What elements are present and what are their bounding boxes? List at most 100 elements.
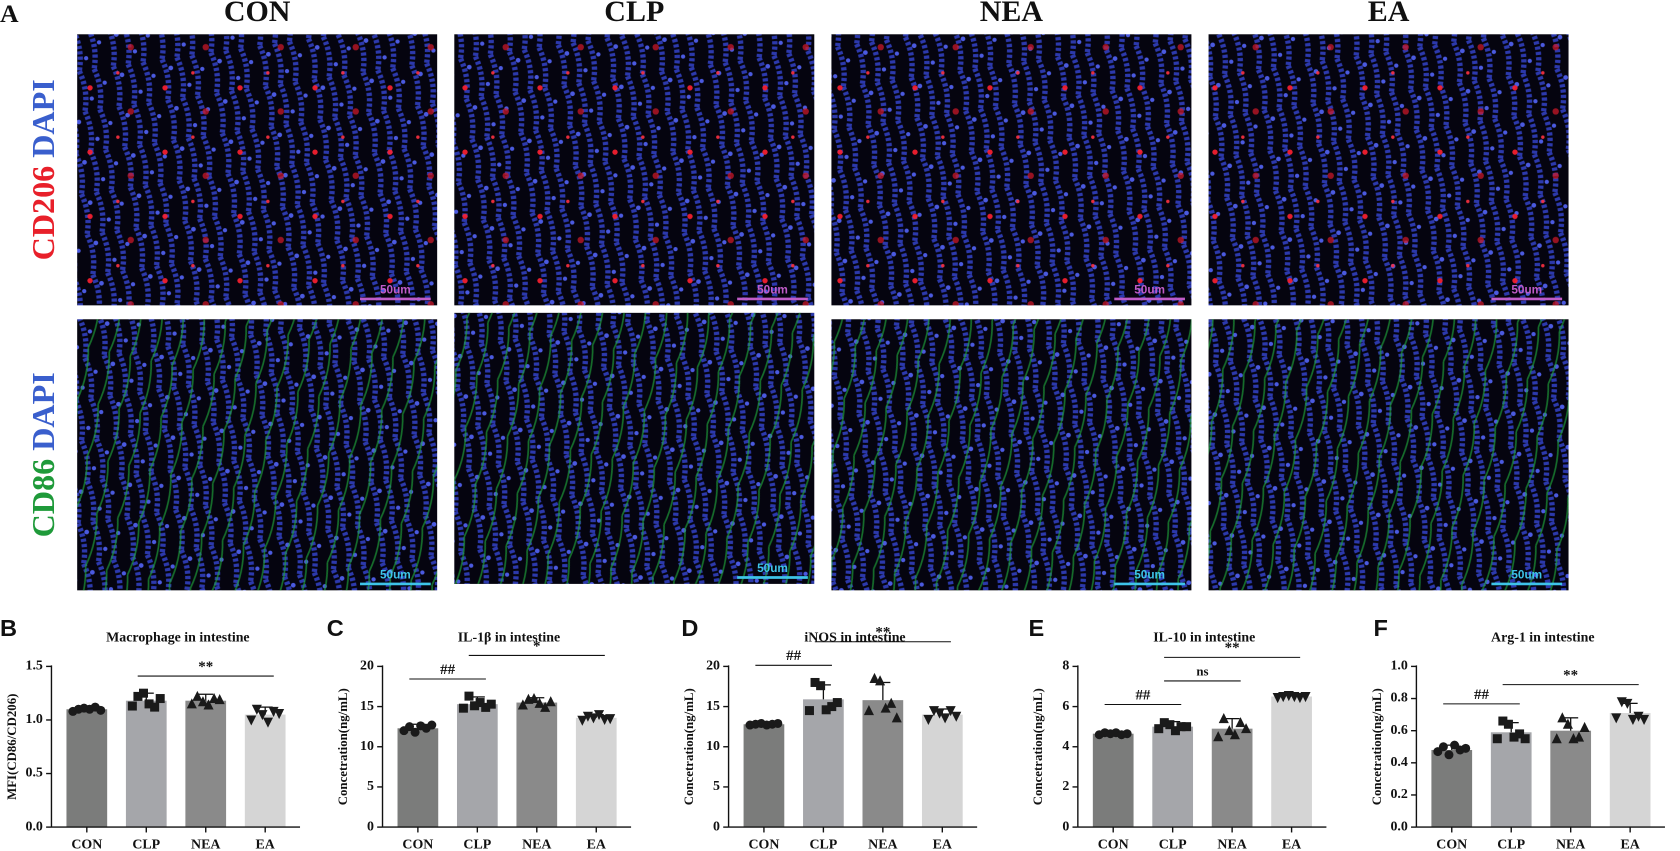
data-point	[1300, 692, 1311, 703]
y-tick-label: 0.5	[25, 766, 42, 781]
significance-label: *	[533, 638, 541, 654]
y-tick-label: 15	[360, 699, 374, 714]
data-point	[1213, 731, 1224, 742]
row-label: CD86 DAPI	[26, 372, 62, 537]
bar	[1092, 733, 1134, 828]
y-tick-label: 5	[367, 779, 374, 794]
data-point	[1622, 698, 1633, 709]
y-tick-label: 5	[713, 779, 720, 794]
significance-label: ##	[440, 662, 455, 678]
data-point	[951, 711, 962, 722]
y-tick-label: 1.5	[25, 659, 42, 674]
scale-bar-label: 50um	[757, 283, 788, 296]
panel-label: C	[327, 615, 344, 641]
x-tick-label: EA	[256, 838, 275, 851]
y-axis-label: Concetration(ng/mL)	[1031, 688, 1045, 805]
panel-label: E	[1029, 615, 1045, 641]
data-point	[1509, 732, 1519, 742]
data-point	[773, 718, 783, 728]
data-point	[1492, 734, 1502, 744]
y-tick-label: 20	[706, 659, 720, 674]
x-tick-label: CON	[748, 838, 779, 851]
data-point	[1438, 742, 1448, 752]
x-tick-label: CLP	[132, 838, 160, 851]
bar	[803, 699, 844, 828]
y-tick-label: 0.8	[1390, 691, 1407, 706]
y-tick-label: 10	[360, 739, 374, 754]
data-point	[1551, 733, 1562, 744]
data-point	[1182, 722, 1192, 732]
data-point	[427, 720, 437, 730]
data-point	[251, 704, 262, 715]
bar	[456, 704, 498, 828]
row-label: CD206 DAPI	[26, 79, 62, 260]
stain-overlay	[1208, 34, 1569, 306]
significance-label: **	[875, 625, 890, 641]
data-point	[246, 715, 257, 726]
x-tick-label: CON	[71, 838, 102, 851]
data-point	[1224, 725, 1235, 736]
x-tick-label: EA	[933, 838, 952, 851]
bar	[1609, 713, 1651, 828]
chart-title: Macrophage in intestine	[106, 631, 249, 646]
counterstain-name: DAPI	[26, 79, 62, 158]
chart-title: IL-1β in intestine	[458, 631, 560, 646]
y-tick-label: 0	[367, 819, 374, 834]
panel-label: B	[0, 615, 17, 641]
data-point	[464, 691, 474, 701]
data-point	[875, 675, 886, 686]
data-point	[545, 696, 556, 707]
y-tick-label: 0.4	[1390, 755, 1407, 770]
stain-overlay	[454, 312, 815, 584]
data-point	[1154, 724, 1164, 734]
y-axis-label: MFI(CD86/CD206)	[5, 694, 19, 800]
data-point	[863, 705, 874, 716]
x-tick-label: EA	[1620, 838, 1639, 851]
data-point	[410, 727, 420, 737]
data-point	[1159, 718, 1169, 728]
y-tick-label: 15	[706, 699, 720, 714]
bar	[921, 714, 963, 828]
scale-bar-label: 50um	[380, 283, 411, 296]
x-tick-label: EA	[1282, 838, 1301, 851]
column-header: CLP	[604, 0, 664, 28]
stain-name: CD86	[26, 459, 62, 538]
panel-label: A	[0, 0, 19, 28]
y-tick-label: 0.2	[1390, 787, 1407, 802]
column-header: CON	[224, 0, 291, 28]
scale-bar-label: 50um	[1134, 568, 1165, 581]
y-tick-label: 1.0	[25, 712, 42, 727]
x-tick-label: CLP	[1497, 838, 1525, 851]
data-point	[96, 705, 106, 715]
scale-bar-label: 50um	[757, 562, 788, 575]
data-point	[816, 681, 826, 691]
stain-overlay	[77, 319, 438, 591]
data-point	[540, 701, 551, 712]
data-point	[133, 691, 143, 701]
data-point	[804, 706, 814, 716]
data-point	[1461, 743, 1471, 753]
data-point	[810, 677, 820, 687]
data-point	[940, 713, 951, 724]
bar	[575, 717, 617, 828]
data-point	[192, 690, 203, 701]
data-point	[186, 698, 197, 709]
bar	[743, 724, 785, 828]
data-point	[1627, 714, 1638, 726]
stain-overlay	[831, 319, 1192, 591]
bar	[125, 700, 167, 828]
y-tick-label: 1.0	[1390, 659, 1407, 674]
stain-overlay	[454, 34, 815, 306]
data-point	[528, 692, 540, 704]
data-point	[405, 722, 415, 732]
bar	[66, 709, 108, 828]
chart-title: Arg-1 in intestine	[1491, 631, 1595, 646]
data-point	[1176, 722, 1186, 732]
data-point	[1229, 729, 1240, 740]
data-point	[588, 713, 599, 724]
data-point	[934, 708, 945, 719]
data-point	[155, 694, 165, 704]
